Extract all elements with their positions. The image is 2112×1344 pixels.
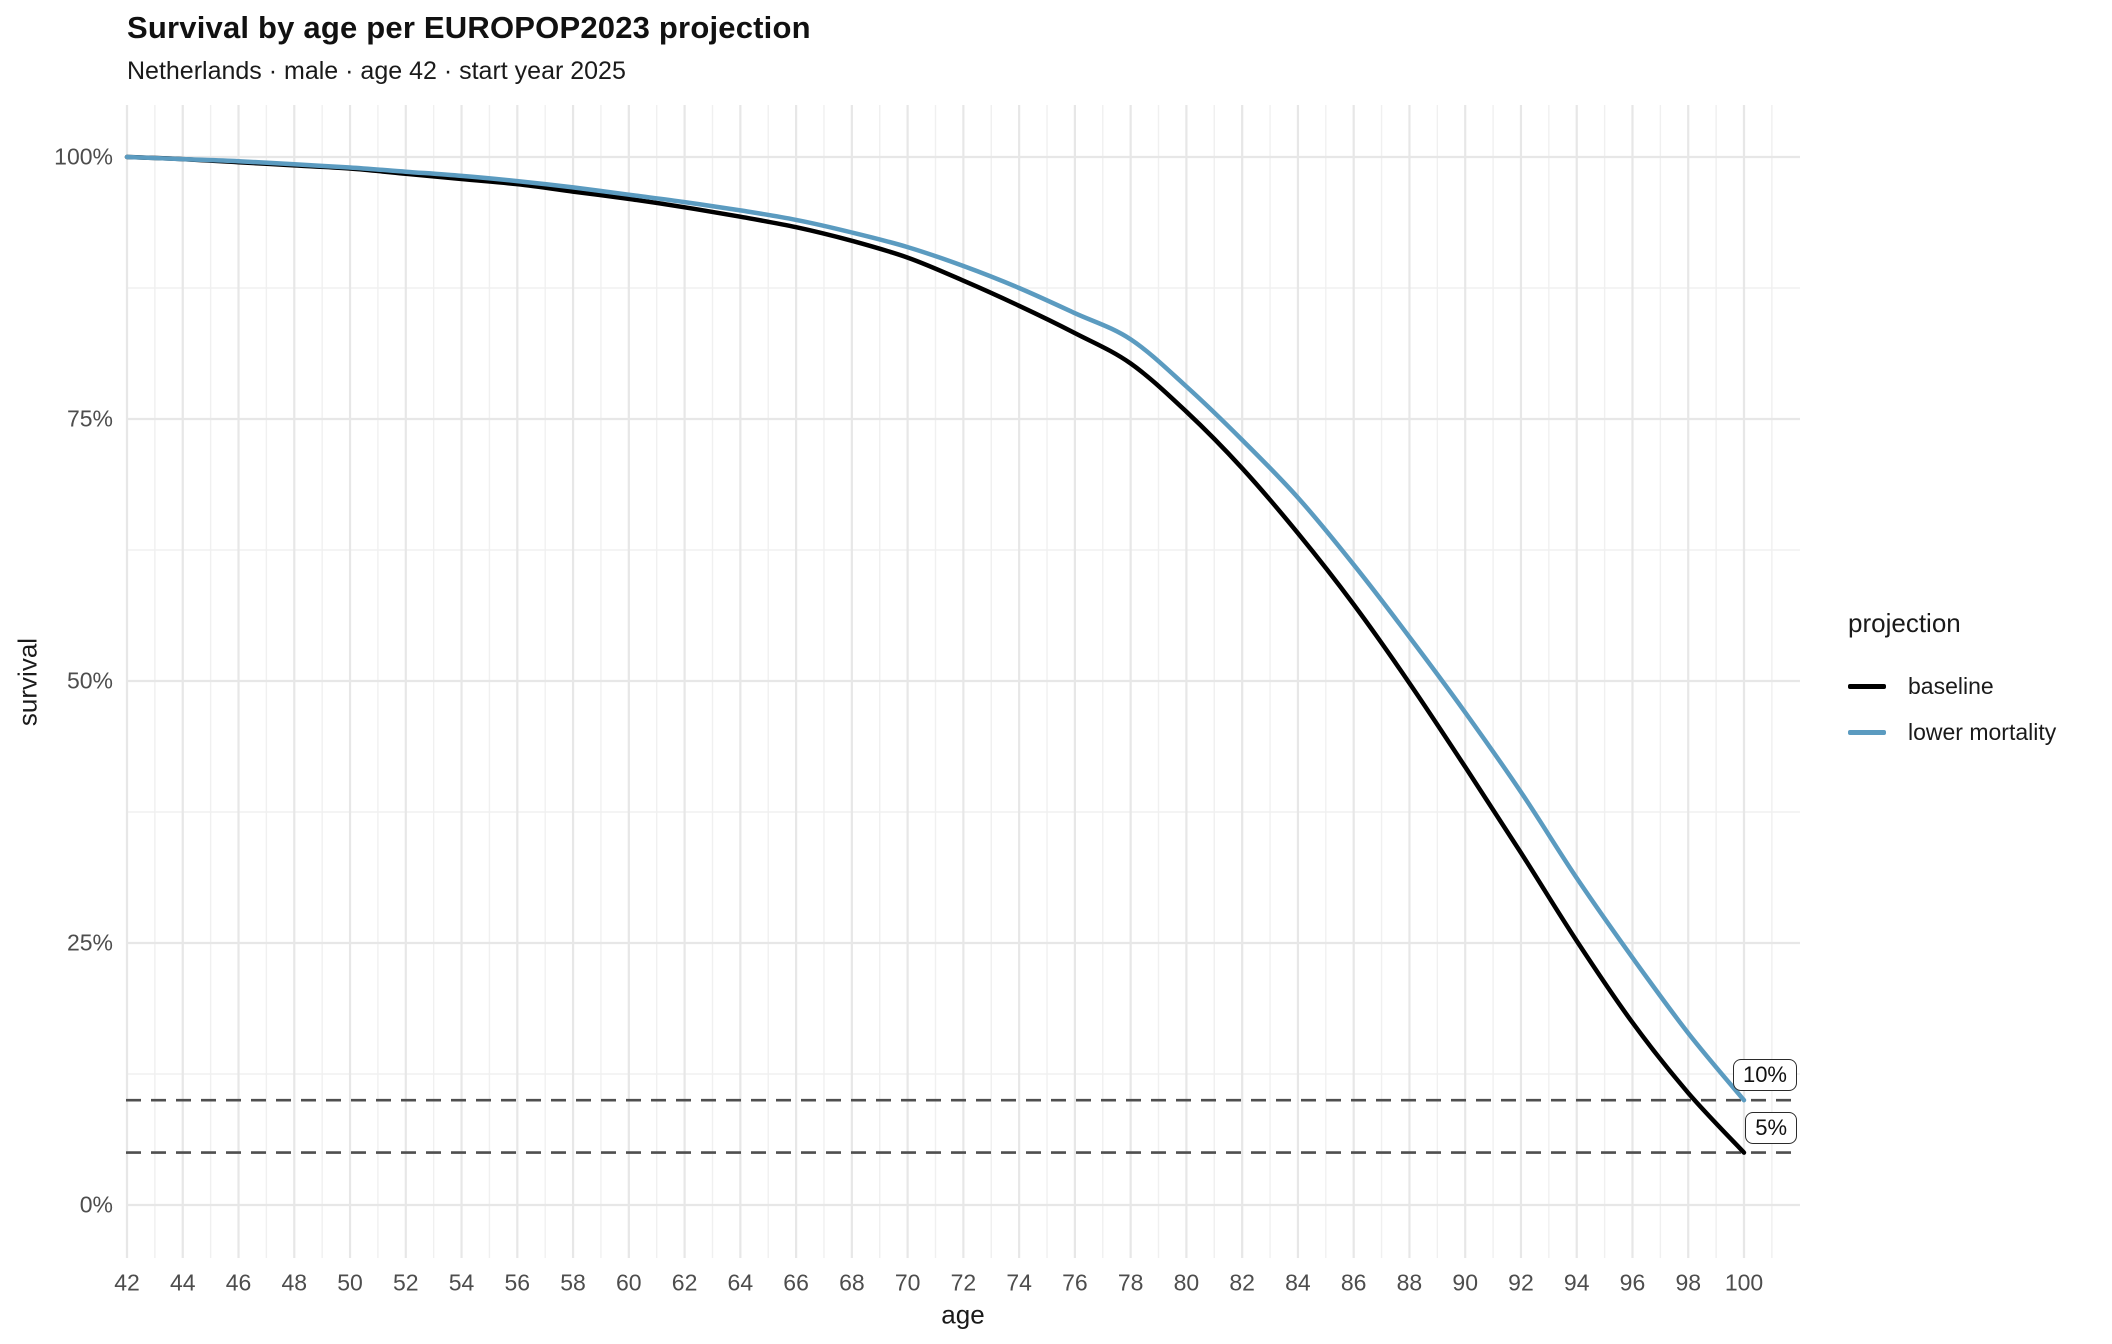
legend-item-lower-mortality: lower mortality xyxy=(1848,709,2056,755)
x-tick-label: 48 xyxy=(281,1269,308,1296)
x-tick-label: 64 xyxy=(727,1269,754,1296)
x-tick-label: 86 xyxy=(1340,1269,1367,1296)
x-tick-label: 66 xyxy=(783,1269,809,1296)
x-tick-label: 42 xyxy=(114,1269,140,1296)
legend-title: projection xyxy=(1848,608,1961,638)
y-axis-title: survival xyxy=(12,637,43,726)
x-tick-label: 96 xyxy=(1619,1269,1646,1296)
y-tick-label: 0% xyxy=(79,1191,113,1218)
x-tick-label: 56 xyxy=(504,1269,531,1296)
y-tick-label: 100% xyxy=(54,143,113,170)
x-tick-label: 44 xyxy=(169,1269,196,1296)
x-tick-label: 54 xyxy=(448,1269,475,1296)
x-tick-label: 100 xyxy=(1724,1269,1764,1296)
x-tick-label: 84 xyxy=(1285,1269,1311,1296)
x-tick-label: 68 xyxy=(839,1269,865,1296)
x-tick-label: 82 xyxy=(1229,1269,1255,1296)
y-tick-label: 50% xyxy=(66,667,113,694)
x-tick-label: 94 xyxy=(1563,1269,1590,1296)
legend-label-baseline: baseline xyxy=(1908,672,1994,699)
legend-label-lower-mortality: lower mortality xyxy=(1908,718,2057,745)
x-tick-label: 92 xyxy=(1508,1269,1534,1296)
series-line-lower-mortality xyxy=(124,154,1747,1103)
x-tick-label: 58 xyxy=(560,1269,586,1296)
x-tick-label: 60 xyxy=(616,1269,642,1296)
x-tick-label: 98 xyxy=(1675,1269,1702,1296)
x-tick-label: 74 xyxy=(1006,1269,1032,1296)
x-axis-title: age xyxy=(941,1299,985,1330)
baseline-line-swatch-icon xyxy=(1848,683,1886,689)
legend-item-baseline: baseline xyxy=(1848,663,2056,709)
x-tick-label: 80 xyxy=(1173,1269,1200,1296)
x-tick-label: 62 xyxy=(671,1269,698,1296)
x-tick-label: 70 xyxy=(894,1269,921,1296)
legend: projection baseline lower mortality xyxy=(1848,608,2056,755)
y-tick-label: 25% xyxy=(66,929,113,956)
x-tick-label: 72 xyxy=(950,1269,977,1296)
x-tick-label: 50 xyxy=(337,1269,363,1296)
x-tick-label: 88 xyxy=(1396,1269,1423,1296)
chart-title: Survival by age per EUROPOP2023 projecti… xyxy=(127,10,811,45)
x-tick-label: 52 xyxy=(392,1269,419,1296)
x-tick-label: 76 xyxy=(1062,1269,1088,1296)
x-tick-label: 46 xyxy=(225,1269,252,1296)
chart-subtitle: Netherlands · male · age 42 · start year… xyxy=(127,57,626,85)
x-tick-label: 90 xyxy=(1452,1269,1478,1296)
lower-mortality-line-swatch-icon xyxy=(1848,729,1886,735)
ref-label-10pct: 10% xyxy=(1732,1059,1797,1092)
y-tick-label: 75% xyxy=(66,405,113,432)
ref-label-5pct: 5% xyxy=(1745,1111,1797,1144)
x-tick-label: 78 xyxy=(1117,1269,1144,1296)
